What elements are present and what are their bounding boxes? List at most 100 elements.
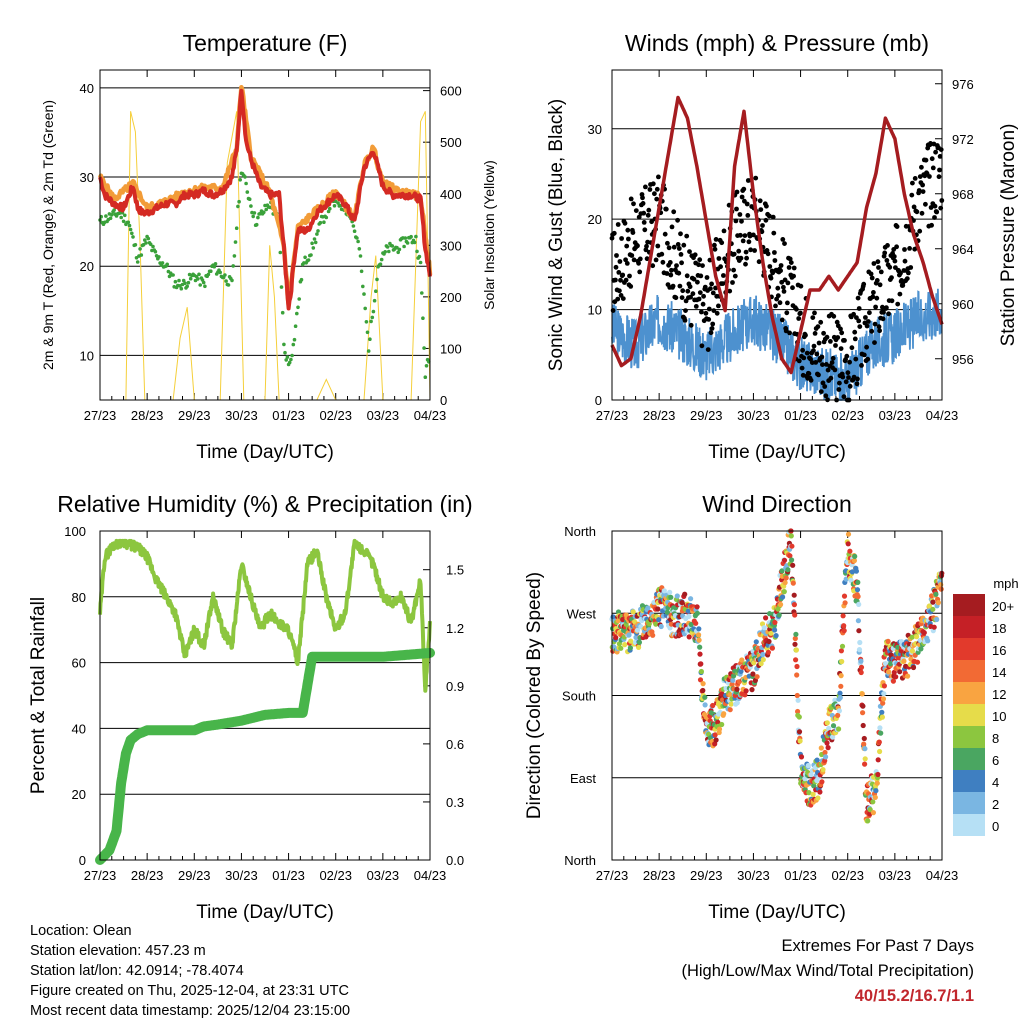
direction-point <box>930 599 936 605</box>
gust-point <box>800 347 805 353</box>
dewpoint-point <box>405 241 410 245</box>
direction-point <box>667 589 673 595</box>
x-tick-label: 30/23 <box>225 408 258 423</box>
colorbar-swatch <box>953 704 985 726</box>
dewpoint-point <box>237 199 241 204</box>
gust-point <box>667 260 673 265</box>
series-9m-temp <box>97 84 433 307</box>
colorbar-label: 2 <box>992 797 999 812</box>
y-tick-label: 20 <box>80 259 94 274</box>
gust-point <box>812 310 817 316</box>
gust-point <box>784 310 790 316</box>
dewpoint-point <box>232 254 237 258</box>
direction-point <box>773 633 779 639</box>
gust-point <box>678 252 684 257</box>
dewpoint-point <box>173 279 178 284</box>
direction-point <box>796 729 803 735</box>
direction-point <box>630 609 636 615</box>
gust-point <box>884 258 890 263</box>
direction-point <box>793 657 799 663</box>
dewpoint-point <box>366 349 371 353</box>
y2-tick-label: 964 <box>952 242 974 257</box>
gust-point <box>796 358 802 364</box>
gust-point <box>775 293 781 299</box>
direction-point <box>795 697 801 703</box>
direction-point <box>837 695 843 701</box>
gust-point <box>839 330 845 336</box>
gust-point <box>684 273 690 279</box>
direction-point <box>824 740 830 746</box>
gust-point <box>641 220 647 225</box>
gust-point <box>696 296 702 302</box>
gust-point <box>856 318 862 324</box>
direction-point <box>785 567 791 573</box>
direction-point <box>679 600 685 606</box>
gust-point <box>870 294 876 300</box>
gust-point <box>841 394 847 400</box>
gust-point <box>614 253 619 258</box>
dewpoint-point <box>223 273 227 277</box>
x-tick-label: 27/23 <box>84 868 117 883</box>
colorbar-label: 10 <box>992 709 1006 724</box>
dewpoint-point <box>112 208 116 212</box>
direction-point <box>870 810 877 816</box>
dewpoint-point <box>247 197 252 201</box>
dewpoint-point <box>309 253 313 257</box>
dewpoint-point <box>218 270 222 275</box>
direction-point <box>730 677 736 683</box>
direction-point <box>882 661 889 667</box>
direction-point <box>862 761 868 767</box>
direction-point <box>875 771 881 778</box>
gust-point <box>806 371 812 376</box>
y-axis-label-1: Sonic Wind & Gust (Blue, Black) <box>546 99 567 371</box>
y-tick-label: 30 <box>80 170 94 185</box>
gust-point <box>910 180 915 186</box>
gust-point <box>739 218 744 224</box>
gust-point <box>847 383 853 389</box>
y2-tick-label: 0.3 <box>446 795 464 810</box>
gust-point <box>713 237 719 242</box>
direction-point <box>658 623 664 630</box>
x-tick-label: 02/23 <box>319 408 352 423</box>
dewpoint-point <box>119 215 123 220</box>
direction-point <box>739 657 745 663</box>
direction-point <box>820 767 826 773</box>
gust-point <box>618 277 623 283</box>
dewpoint-point <box>151 244 155 249</box>
y2-tick-label: 0.9 <box>446 679 464 694</box>
gust-point <box>852 329 858 335</box>
gust-point <box>687 249 692 255</box>
direction-point <box>877 725 883 731</box>
gust-point <box>877 282 883 288</box>
gust-point <box>872 321 878 327</box>
direction-point <box>620 616 626 623</box>
gust-point <box>814 351 820 357</box>
direction-point <box>702 702 708 708</box>
extremes-title: Extremes For Past 7 Days <box>781 937 974 955</box>
dewpoint-point <box>126 220 131 225</box>
gust-point <box>676 270 682 276</box>
gust-point <box>615 222 621 227</box>
dewpoint-point <box>256 215 260 220</box>
direction-point <box>808 772 814 778</box>
gust-point <box>716 303 721 309</box>
dewpoint-point <box>371 309 376 314</box>
y2-axis-label-0: Solar Insolation (Yellow) <box>481 160 497 310</box>
direction-point <box>633 634 639 641</box>
dewpoint-point <box>133 243 138 247</box>
x-tick-label: 27/23 <box>596 868 629 883</box>
y2-tick-label: 976 <box>952 77 974 92</box>
direction-point <box>719 721 725 728</box>
dewpoint-point <box>363 306 368 311</box>
direction-point <box>877 748 883 755</box>
dewpoint-point <box>197 272 201 277</box>
direction-point <box>686 634 692 640</box>
gust-point <box>637 256 643 262</box>
gust-point <box>861 281 867 287</box>
direction-point <box>926 603 933 609</box>
y-tick-label: North <box>564 853 596 868</box>
gust-point <box>743 261 748 267</box>
direction-point <box>854 587 861 593</box>
dewpoint-point <box>352 229 357 233</box>
panel-title-2: Relative Humidity (%) & Precipitation (i… <box>57 491 472 517</box>
